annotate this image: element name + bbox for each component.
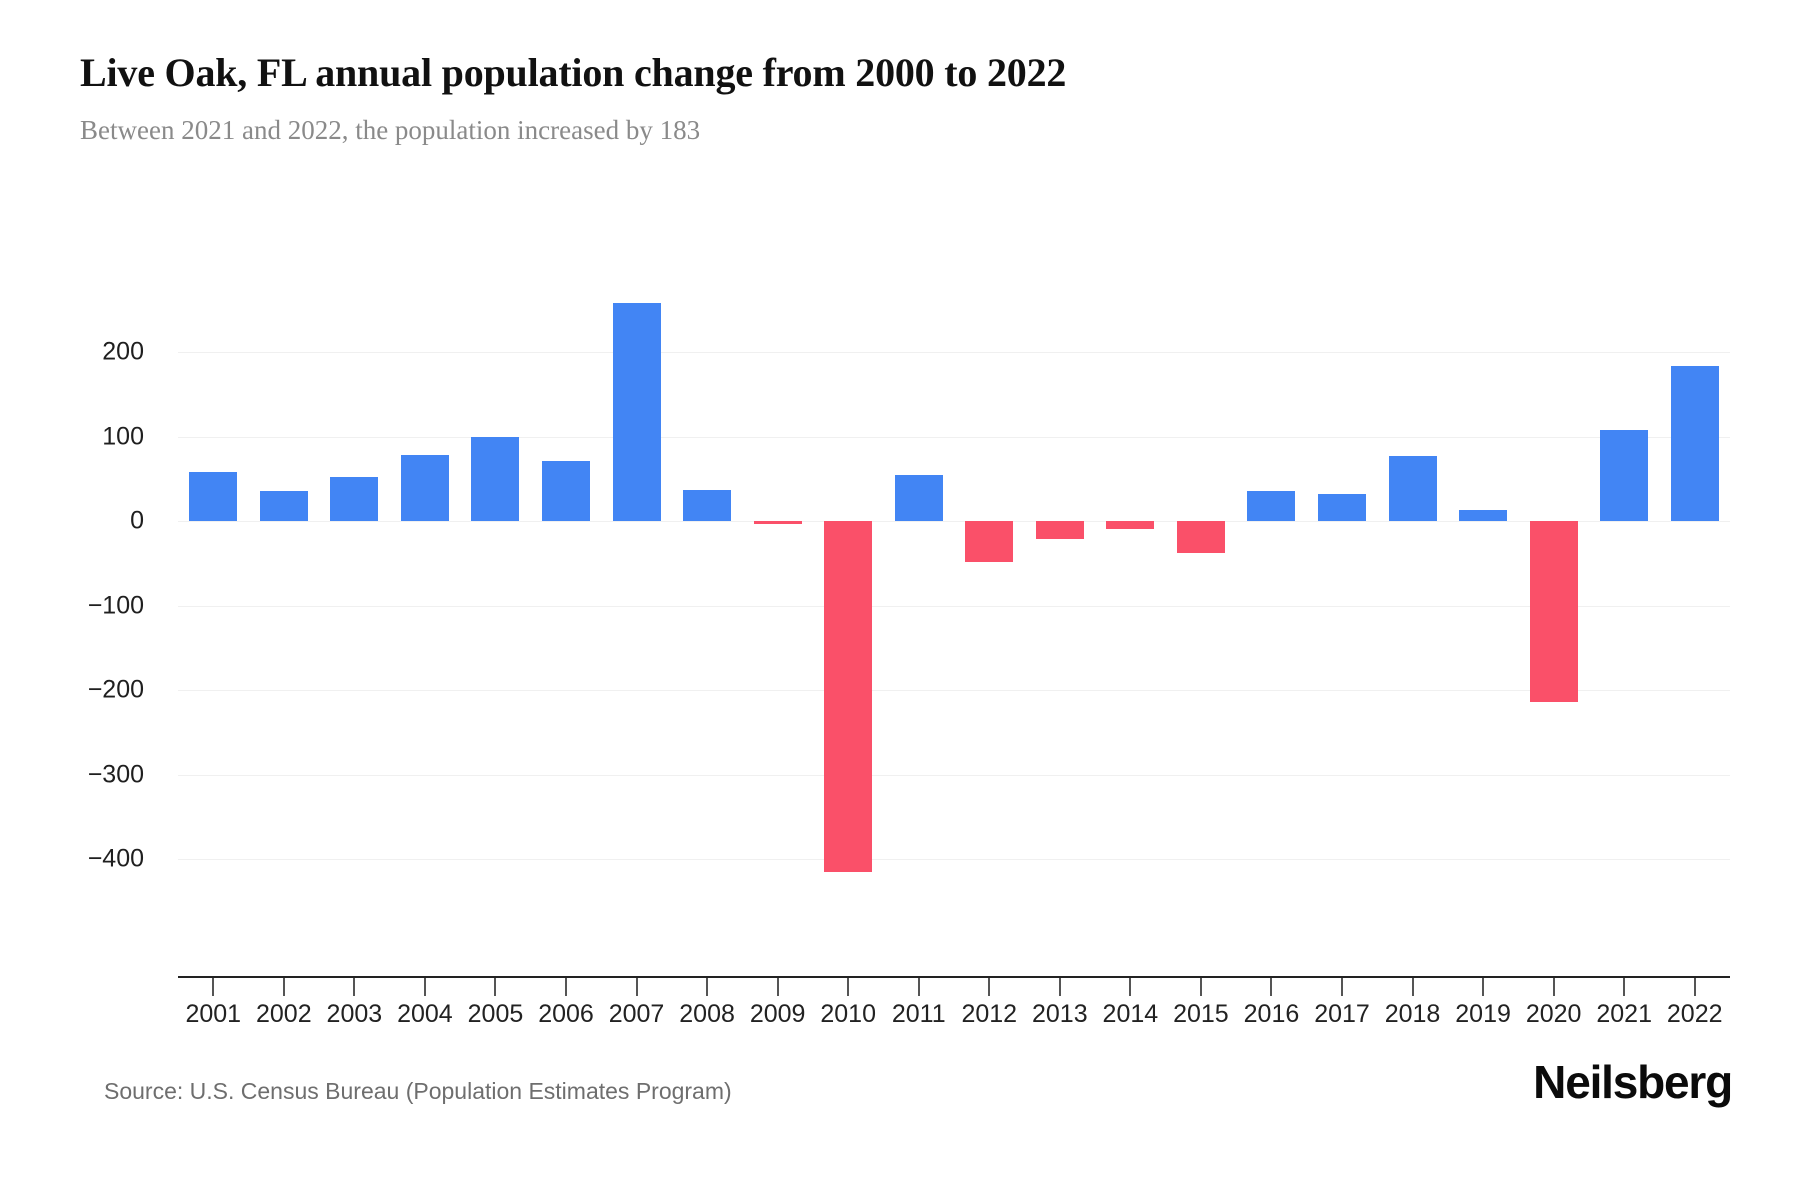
x-tick-2018 (1411, 978, 1414, 996)
source-note: Source: U.S. Census Bureau (Population E… (104, 1078, 732, 1104)
bar-2014[interactable] (1106, 521, 1155, 530)
x-tick-2015 (1199, 978, 1202, 996)
x-tick-2007 (635, 978, 638, 996)
x-tick-2014 (1129, 978, 1132, 996)
x-tick-label-2017: 2017 (1314, 1000, 1370, 1028)
bar-2009[interactable] (753, 521, 802, 525)
x-tick-label-2011: 2011 (891, 1000, 946, 1028)
x-tick-label-2019: 2019 (1455, 1000, 1511, 1028)
bar-2013[interactable] (1035, 521, 1084, 539)
y-axis-labels: 200 100 0 −100 −200 −300 −400 (0, 200, 178, 900)
bar-2001[interactable] (189, 471, 238, 521)
x-tick-label-2015: 2015 (1173, 1000, 1229, 1028)
x-tick-2022 (1693, 978, 1696, 996)
y-tick-label: −200 (87, 675, 144, 704)
x-tick-2003 (353, 978, 356, 996)
plot-canvas (178, 200, 1730, 900)
x-tick-2002 (282, 978, 285, 996)
x-tick-label-2002: 2002 (256, 1000, 312, 1028)
gridline-0 (178, 521, 1730, 522)
brand-logo: Neilsberg (1533, 1056, 1733, 1108)
x-tick-label-2010: 2010 (820, 1000, 876, 1028)
gridline--400 (178, 859, 1730, 860)
x-tick-label-2008: 2008 (679, 1000, 735, 1028)
x-tick-2001 (212, 978, 215, 996)
bar-2008[interactable] (683, 489, 732, 521)
chart-plot-area: 200 100 0 −100 −200 −300 −400 2001 2002 2003 2004… (0, 200, 1800, 1028)
bar-2015[interactable] (1176, 521, 1225, 554)
x-tick-label-2022: 2022 (1666, 1000, 1723, 1028)
bar-2005[interactable] (471, 437, 520, 521)
x-tick-label-2016: 2016 (1243, 1000, 1300, 1028)
x-axis-line (178, 976, 1730, 978)
gridline-200 (178, 352, 1730, 353)
x-tick-2016 (1270, 978, 1273, 996)
x-tick-label-2021: 2021 (1596, 1000, 1652, 1028)
y-tick-label: −300 (87, 760, 144, 788)
bar-2012[interactable] (965, 521, 1014, 562)
x-axis-ticks (178, 978, 1730, 996)
x-tick-2020 (1552, 978, 1555, 996)
x-tick-label-2001: 2001 (185, 1000, 242, 1028)
x-tick-label-2013: 2013 (1032, 1000, 1088, 1028)
y-tick-label: 200 (102, 337, 144, 366)
bar-2011[interactable] (894, 475, 943, 521)
x-tick-2004 (423, 978, 426, 996)
bar-2022[interactable] (1670, 366, 1719, 521)
bar-series (178, 200, 1730, 900)
bar-2018[interactable] (1388, 455, 1437, 521)
gridline--100 (178, 605, 1730, 607)
chart-subtitle: Between 2021 and 2022, the population in… (80, 115, 701, 145)
page-title: Live Oak, FL annual population change fr… (80, 50, 1067, 95)
gridline--200 (178, 690, 1730, 691)
bar-2017[interactable] (1318, 493, 1366, 521)
x-tick-label-2005: 2005 (467, 1000, 524, 1028)
gridline-100 (178, 436, 1730, 438)
gridline--300 (178, 774, 1730, 776)
x-tick-label-2006: 2006 (538, 1000, 594, 1028)
x-tick-2008 (706, 978, 709, 996)
x-tick-2013 (1058, 978, 1061, 996)
x-tick-2021 (1623, 978, 1626, 996)
bar-2016[interactable] (1247, 490, 1296, 521)
x-tick-label-2012: 2012 (961, 1000, 1018, 1028)
bar-2004[interactable] (400, 455, 449, 521)
chart-header: Live Oak, FL annual population change fr… (80, 48, 1720, 148)
x-tick-label-2014: 2014 (1102, 1000, 1159, 1028)
y-tick-label: −100 (87, 591, 144, 619)
x-tick-2017 (1341, 978, 1343, 996)
x-tick-label-2009: 2009 (749, 1000, 806, 1028)
bar-2010[interactable] (824, 521, 873, 872)
bar-2003[interactable] (330, 477, 379, 521)
y-tick-label: 0 (130, 506, 144, 535)
bar-2019[interactable] (1459, 510, 1508, 521)
x-tick-label-2003: 2003 (326, 1000, 383, 1028)
x-tick-label-2007: 2007 (608, 1000, 665, 1028)
bar-2002[interactable] (259, 490, 308, 521)
bar-2006[interactable] (542, 461, 590, 521)
x-tick-2011 (917, 978, 920, 996)
x-tick-2019 (1482, 978, 1485, 996)
x-tick-label-2020: 2020 (1525, 1000, 1582, 1028)
x-tick-label-2018: 2018 (1384, 1000, 1441, 1028)
bar-2007[interactable] (612, 302, 661, 521)
bar-2020[interactable] (1529, 521, 1578, 702)
x-tick-2005 (494, 978, 497, 996)
y-tick-label: 100 (102, 422, 144, 450)
y-tick-label: −400 (87, 844, 144, 873)
x-tick-2012 (988, 978, 991, 996)
bar-2021[interactable] (1600, 429, 1649, 521)
x-tick-2006 (565, 978, 567, 996)
x-tick-2010 (847, 978, 850, 996)
x-tick-2009 (776, 978, 779, 996)
x-tick-label-2004: 2004 (397, 1000, 453, 1028)
x-axis-labels: 2001 2002 2003 2004 2005 2006 2007 2008 2009 2010… (178, 1000, 1730, 1040)
